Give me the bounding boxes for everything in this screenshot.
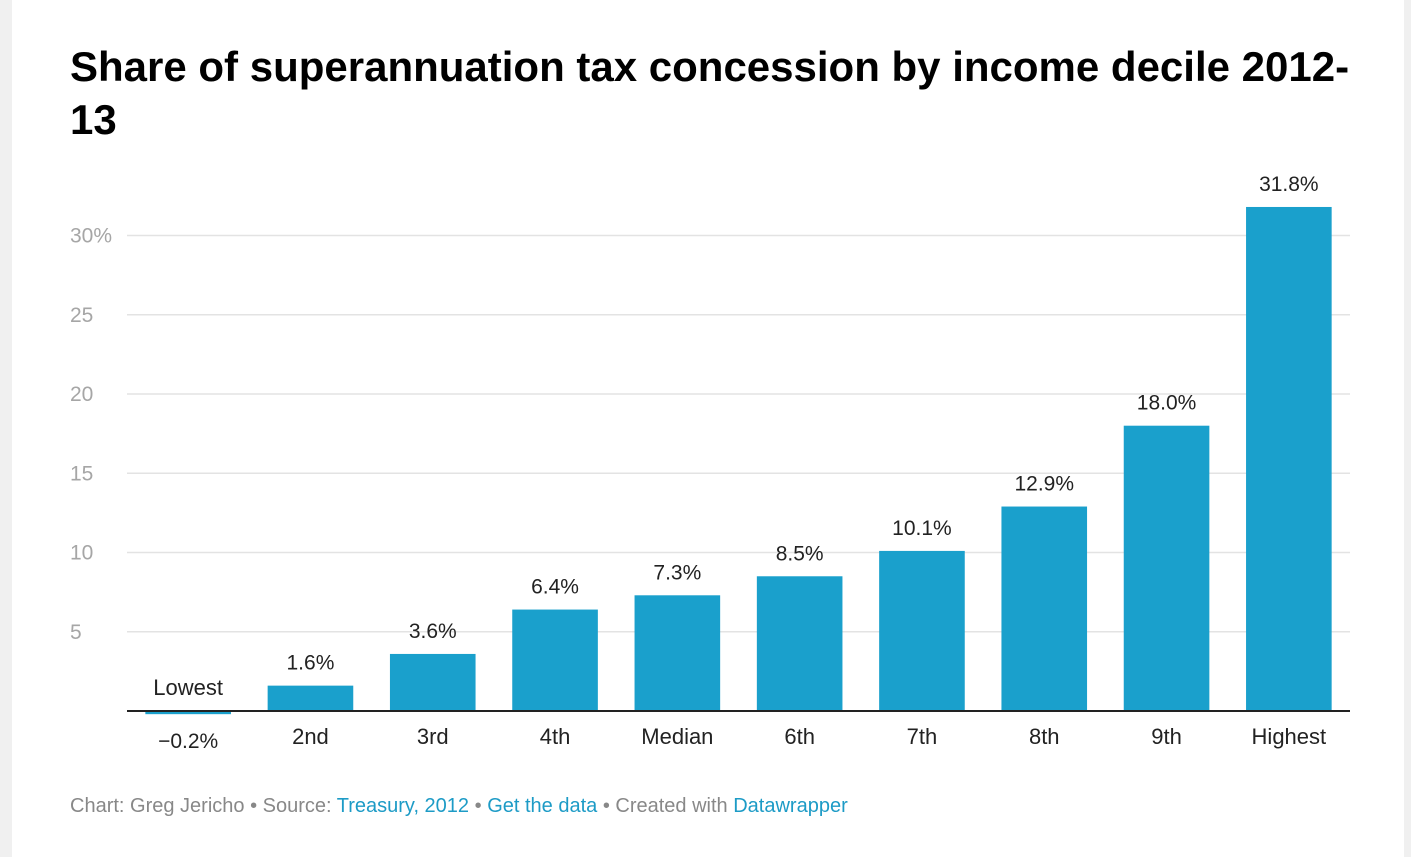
footer-datawrapper-link[interactable]: Datawrapper [733, 795, 848, 817]
value-label: 31.8% [1259, 173, 1319, 196]
bar [756, 576, 843, 711]
footer-separator: • [597, 795, 616, 817]
bar [267, 685, 354, 711]
y-tick-label: 5 [70, 621, 82, 644]
bar [879, 550, 965, 711]
bar [145, 711, 231, 715]
y-tick-label: 10 [70, 542, 93, 565]
value-label: 3.6% [409, 620, 457, 643]
footer-chart-credit: Chart: Greg Jericho [70, 795, 245, 817]
footer-source-link[interactable]: Treasury, 2012 [336, 795, 470, 817]
chart-title: Share of superannuation tax concession b… [70, 43, 1350, 143]
category-label: Highest [1252, 724, 1327, 749]
value-label: 1.6% [287, 652, 335, 675]
y-tick-label: 25 [70, 304, 93, 327]
category-label: 8th [1029, 724, 1060, 749]
category-label: 2nd [292, 724, 329, 749]
footer-separator: • [469, 795, 488, 817]
bar [634, 595, 721, 711]
category-label: Median [641, 724, 713, 749]
value-label: 10.1% [892, 517, 952, 540]
category-label: Lowest [153, 675, 223, 700]
bar [1246, 206, 1332, 711]
category-label: 9th [1151, 724, 1182, 749]
value-label: 18.0% [1137, 392, 1197, 415]
footer-created-prefix: Created with [615, 795, 734, 817]
value-label: 12.9% [1014, 473, 1074, 496]
value-label: 6.4% [531, 576, 579, 599]
category-label: 3rd [417, 724, 449, 749]
category-label: 4th [540, 724, 571, 749]
bar [1001, 506, 1088, 711]
value-label: 7.3% [653, 561, 701, 584]
category-label: 7th [907, 724, 938, 749]
bar [1123, 425, 1210, 711]
footer-source-prefix: Source: [262, 795, 337, 817]
y-tick-label: 30% [70, 225, 112, 248]
chart-card: Share of superannuation tax concession b… [12, 0, 1404, 857]
value-label: 8.5% [776, 542, 824, 565]
category-label: 6th [784, 724, 815, 749]
bar [389, 653, 476, 711]
bar-chart: 5 10 15 20 25 30% −0.2% Lowest 1.6% 2nd 3.6% 3rd 6.4… [70, 173, 1350, 753]
value-label: −0.2% [158, 730, 218, 753]
chart-footer: Chart: Greg Jericho • Source: Treasury, … [70, 795, 848, 818]
footer-separator: • [244, 795, 263, 817]
y-tick-label: 20 [70, 383, 93, 406]
y-tick-label: 15 [70, 462, 93, 485]
bar [512, 609, 598, 711]
footer-get-data-link[interactable]: Get the data [487, 795, 598, 817]
